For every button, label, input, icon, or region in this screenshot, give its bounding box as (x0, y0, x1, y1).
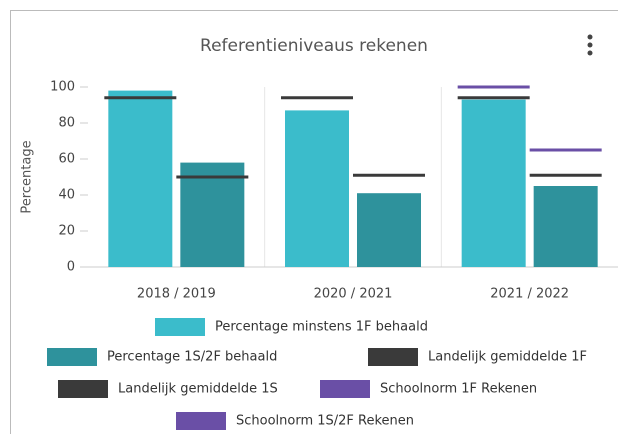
legend-label: Schoolnorm 1F Rekenen (380, 382, 537, 397)
y-tick-label: 60 (58, 152, 75, 167)
x-tick-label: 2018 / 2019 (137, 287, 216, 302)
legend-swatch (155, 318, 205, 336)
legend-swatch (47, 348, 97, 366)
legend-label: Schoolnorm 1S/2F Rekenen (236, 414, 414, 429)
y-tick-label: 0 (67, 260, 75, 275)
y-tick-label: 40 (58, 188, 75, 203)
legend-swatch (368, 348, 418, 366)
menu-dot (587, 34, 593, 40)
y-tick-label: 100 (50, 80, 75, 95)
x-tick-label: 2021 / 2022 (490, 287, 569, 302)
bar (357, 193, 421, 267)
menu-dot (587, 42, 593, 48)
legend-swatch (320, 380, 370, 398)
legend-label: Percentage minstens 1F behaald (215, 320, 428, 335)
bar (108, 90, 173, 267)
y-tick-label: 80 (58, 116, 75, 131)
y-tick-label: 20 (58, 224, 75, 239)
y-axis-label: Percentage (20, 140, 35, 213)
bar (461, 99, 526, 267)
chart-title: Referentieniveaus rekenen (200, 36, 428, 56)
legend-swatch (58, 380, 108, 398)
legend-label: Landelijk gemiddelde 1S (118, 382, 278, 397)
menu-dot (587, 50, 593, 56)
bar (180, 162, 245, 267)
legend-swatch (176, 412, 226, 430)
bar (533, 186, 598, 267)
legend-label: Landelijk gemiddelde 1F (428, 350, 587, 365)
legend-label: Percentage 1S/2F behaald (107, 350, 277, 365)
bar (285, 110, 349, 268)
x-tick-label: 2020 / 2021 (314, 287, 393, 302)
menu-button[interactable] (587, 34, 593, 56)
